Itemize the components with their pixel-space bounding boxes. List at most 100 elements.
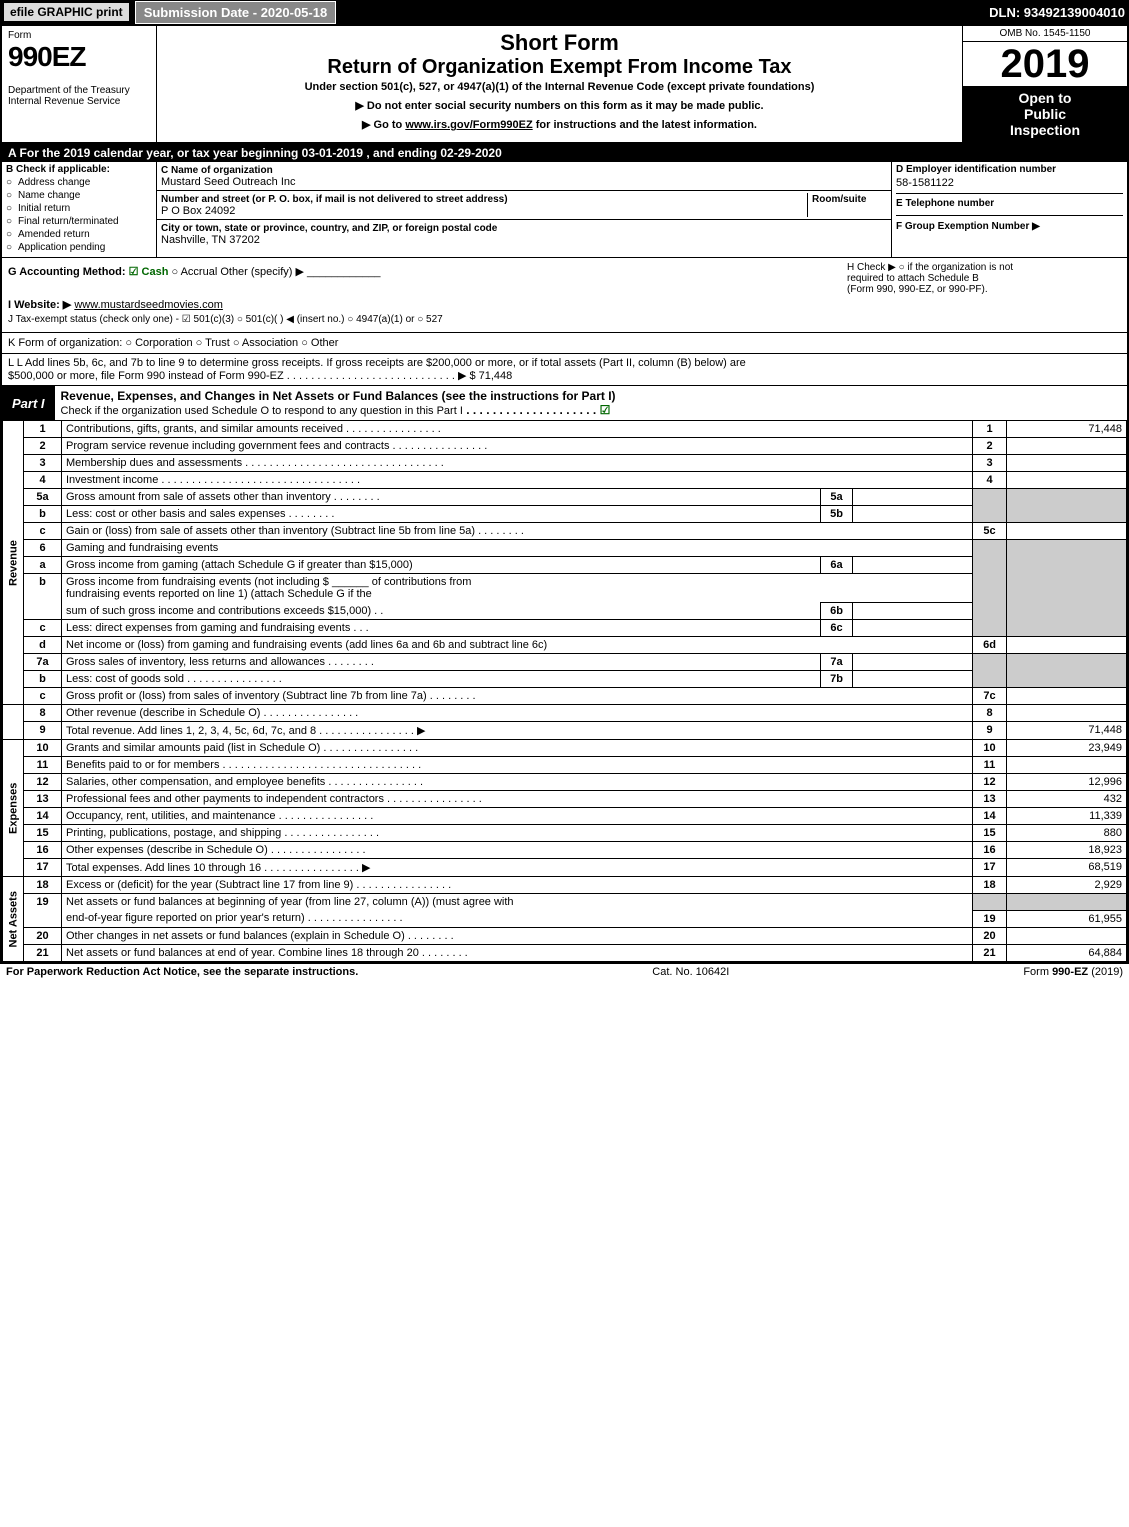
line-2-amt [1007,438,1127,455]
line-6b-desc: Gross income from fundraising events (no… [62,574,973,603]
irs-form-link[interactable]: www.irs.gov/Form990EZ [405,119,532,131]
line-12-desc: Salaries, other compensation, and employ… [62,774,973,791]
check-name-change[interactable]: Name change [6,190,152,201]
page-footer: For Paperwork Reduction Act Notice, see … [0,964,1129,980]
shaded-7-amt [1007,654,1127,688]
col-b: B Check if applicable: Address change Na… [2,162,157,257]
line-10-amt: 23,949 [1007,740,1127,757]
line-18-num: 18 [24,877,62,894]
line-12-num: 12 [24,774,62,791]
check-address-change[interactable]: Address change [6,177,152,188]
subtitle: Under section 501(c), 527, or 4947(a)(1)… [161,81,958,93]
open-line2: Public [967,106,1123,122]
short-form-title: Short Form [161,30,958,56]
line-6d-desc: Net income or (loss) from gaming and fun… [62,637,973,654]
line-21-amt: 64,884 [1007,944,1127,961]
line-10-num: 10 [24,740,62,757]
line-20-num: 20 [24,927,62,944]
line-7c-desc: Gross profit or (loss) from sales of inv… [62,688,973,705]
line-12-rnum: 12 [973,774,1007,791]
check-initial-return[interactable]: Initial return [6,203,152,214]
goto-instruction: ▶ Go to www.irs.gov/Form990EZ for instru… [161,118,958,131]
line-1-num: 1 [24,421,62,438]
line-6c-sub: 6c [821,620,853,637]
group-label: F Group Exemption Number ▶ [896,221,1040,232]
meta-g-h: G Accounting Method: ☑ Cash ○ Accrual Ot… [2,258,1127,333]
part1-header: Part I Revenue, Expenses, and Changes in… [2,386,1127,420]
efile-print-link[interactable]: efile GRAPHIC print [4,3,129,21]
shaded-5 [973,489,1007,523]
line-8-rnum: 8 [973,705,1007,722]
line-5a-sub: 5a [821,489,853,506]
footer-left: For Paperwork Reduction Act Notice, see … [6,966,358,978]
line-16-desc: Other expenses (describe in Schedule O) … [62,842,973,859]
line-11-rnum: 11 [973,757,1007,774]
line-6c-desc: Less: direct expenses from gaming and fu… [62,620,821,637]
line-7b-subamt [853,671,973,688]
line-7c-amt [1007,688,1127,705]
line-17-num: 17 [24,859,62,877]
line-1-desc: Contributions, gifts, grants, and simila… [62,421,973,438]
shaded-5-amt [1007,489,1127,523]
check-application-pending[interactable]: Application pending [6,242,152,253]
line-16-num: 16 [24,842,62,859]
instr2-prefix: ▶ Go to [362,119,405,131]
line-20-desc: Other changes in net assets or fund bala… [62,927,973,944]
part1-label: Part I [2,393,55,414]
line-5a-subamt [853,489,973,506]
line-20-rnum: 20 [973,927,1007,944]
line-6c-subamt [853,620,973,637]
check-amended-return[interactable]: Amended return [6,229,152,240]
shaded-19 [973,894,1007,911]
line-5b-subamt [853,506,973,523]
line-6-desc: Gaming and fundraising events [62,540,973,557]
info-grid: B Check if applicable: Address change Na… [2,162,1127,258]
room-label: Room/suite [812,194,866,205]
line-8-amt [1007,705,1127,722]
line-3-num: 3 [24,455,62,472]
line-6b-desc4: sum of such gross income and contributio… [62,603,821,620]
group-section: F Group Exemption Number ▶ [896,220,1123,232]
line-19-desc2: end-of-year figure reported on prior yea… [62,910,973,927]
col-c: C Name of organization Mustard Seed Outr… [157,162,892,257]
line-6c-num: c [24,620,62,637]
line-14-rnum: 14 [973,808,1007,825]
line-7a-num: 7a [24,654,62,671]
line-5c-amt [1007,523,1127,540]
line-19-rnum: 19 [973,910,1007,927]
line-6d-amt [1007,637,1127,654]
l-amt: $ 71,448 [469,370,512,382]
g-other: Other (specify) ▶ [220,266,304,278]
website-link[interactable]: www.mustardseedmovies.com [74,299,223,311]
line-9-rnum: 9 [973,722,1007,740]
line-19-num: 19 [24,894,62,928]
line-15-amt: 880 [1007,825,1127,842]
l-dots: . . . . . . . . . . . . . . . . . . . . … [284,370,470,382]
line-5c-rnum: 5c [973,523,1007,540]
line-8-desc: Other revenue (describe in Schedule O) .… [62,705,973,722]
line-17-amt: 68,519 [1007,859,1127,877]
line-4-desc: Investment income . . . . . . . . . . . … [62,472,973,489]
revenue-side-cont [3,705,24,740]
line-1-rnum: 1 [973,421,1007,438]
line-5c-desc: Gain or (loss) from sale of assets other… [62,523,973,540]
line-15-num: 15 [24,825,62,842]
city-value: Nashville, TN 37202 [161,234,260,246]
line-6d-rnum: 6d [973,637,1007,654]
form-header: Form 990EZ Department of the Treasury In… [2,26,1127,144]
shaded-19-amt [1007,894,1127,911]
part1-check-text: Check if the organization used Schedule … [61,405,463,417]
line-9-amt: 71,448 [1007,722,1127,740]
col-b-label: B Check if applicable: [6,164,152,175]
omb-number: OMB No. 1545-1150 [963,26,1127,42]
org-name-label: C Name of organization [161,165,273,176]
ein-label: D Employer identification number [896,164,1123,175]
line-14-num: 14 [24,808,62,825]
line-20-amt [1007,927,1127,944]
line-h: H Check ▶ ○ if the organization is not r… [841,262,1121,295]
line-17-desc: Total expenses. Add lines 10 through 16 … [62,859,973,877]
check-final-return[interactable]: Final return/terminated [6,216,152,227]
line-17-rnum: 17 [973,859,1007,877]
line-9-desc: Total revenue. Add lines 1, 2, 3, 4, 5c,… [62,722,973,740]
line-7b-num: b [24,671,62,688]
